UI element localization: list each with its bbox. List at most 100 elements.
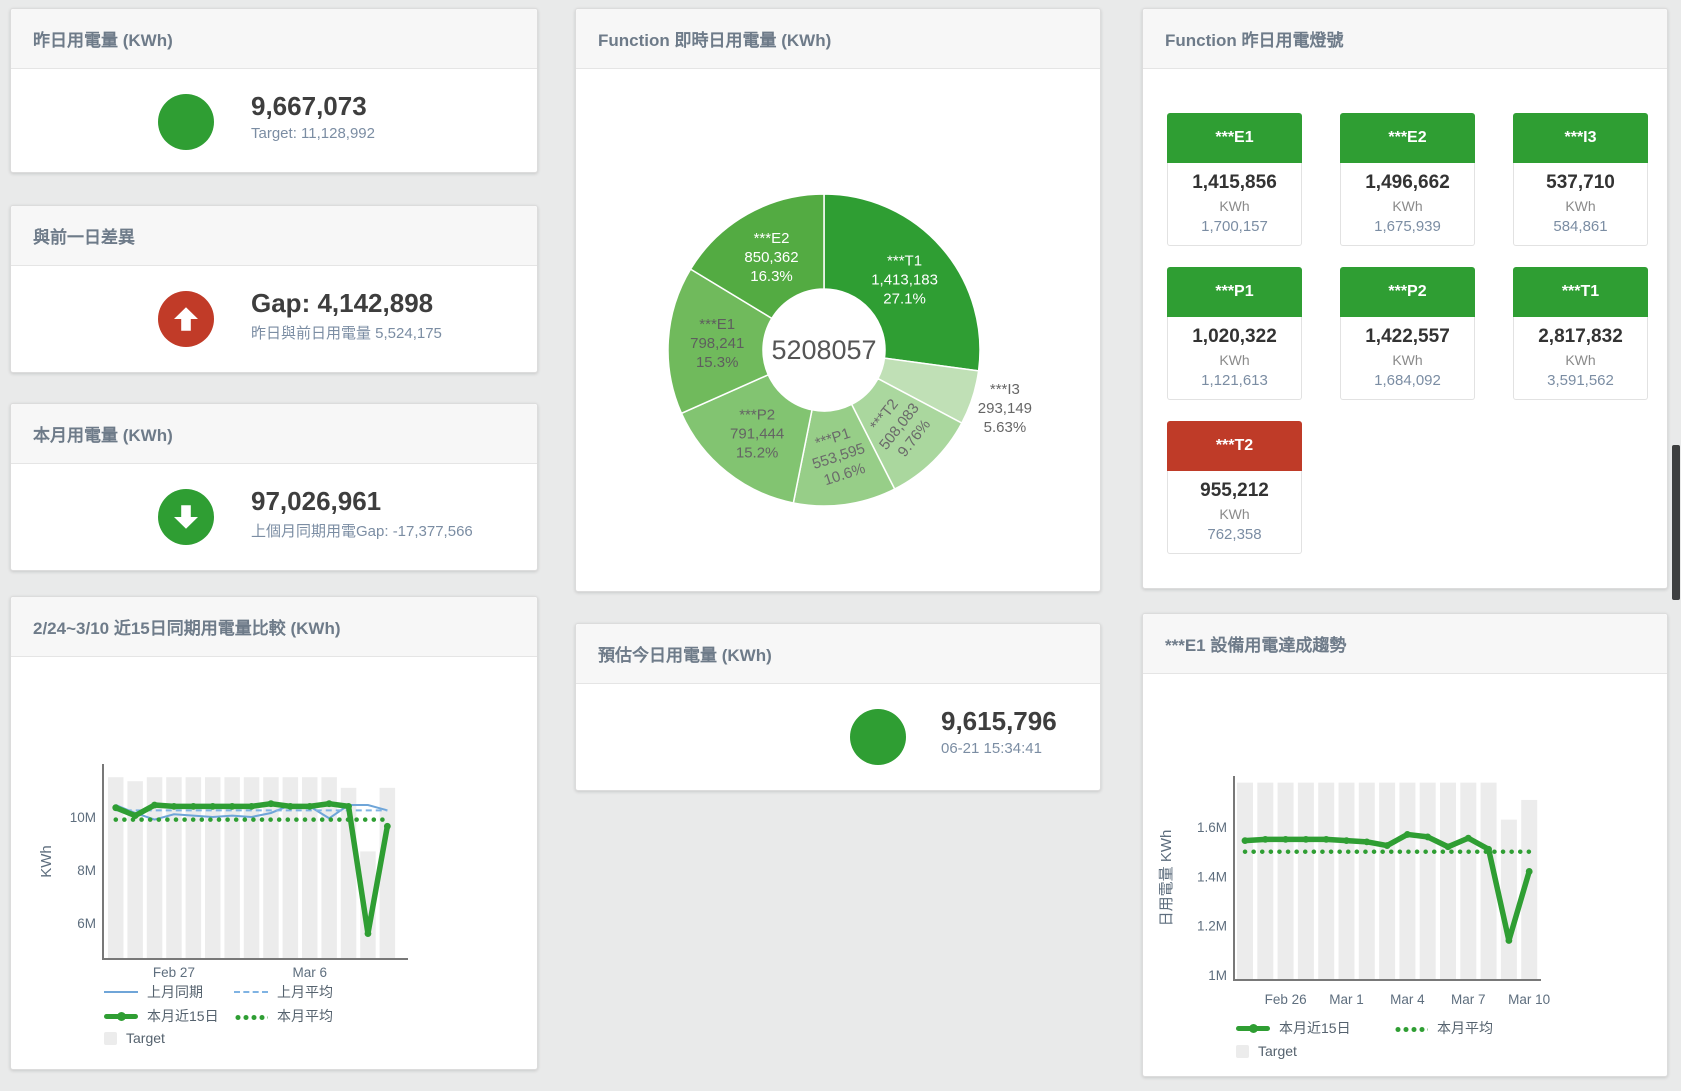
- legend-item-Target[interactable]: Target: [1236, 1043, 1394, 1059]
- target-bar: [282, 777, 299, 959]
- tile-body: 1,422,557 KWh 1,684,092: [1340, 317, 1475, 400]
- tile-value: 1,496,662: [1365, 172, 1450, 193]
- tile-value: 537,710: [1546, 172, 1615, 193]
- realtime-donut-chart[interactable]: ***T1 1,413,183 27.1%***I3 293,149 5.63%***T…: [576, 69, 1102, 593]
- donut-slice-P2[interactable]: [680, 373, 813, 504]
- today-estimate-card: 預估今日用電量 (KWh) 9,615,796 06-21 15:34:41: [575, 623, 1101, 791]
- tile-unit: KWh: [1219, 198, 1250, 214]
- e1-trend-chart[interactable]: 1M 1.2M 1.4M 1.6M Feb 26 Mar 1 Mar 4 Mar 7 Mar 1…: [1143, 674, 1669, 1078]
- x-tick-label: Mar 6: [292, 965, 327, 980]
- card-title: 與前一日差異: [33, 228, 135, 247]
- tile-status-header: ***E2: [1340, 113, 1475, 163]
- card-body: 9,615,796 06-21 15:34:41: [576, 684, 1100, 790]
- light-tile-T2: ***T2 955,212 KWh 762,358: [1167, 421, 1302, 554]
- target-bar: [1419, 782, 1436, 980]
- tile-status-header: ***I3: [1513, 113, 1648, 163]
- tile-unit: KWh: [1219, 506, 1250, 522]
- target-bar: [1237, 782, 1253, 980]
- e1-trend-chart-card: ***E1 設備用電達成趨勢 1M 1.2M 1.4M 1.6M Feb 26 Mar 1…: [1142, 613, 1668, 1077]
- donut-slice-E1[interactable]: [667, 268, 773, 415]
- legend-item-Target[interactable]: Target: [104, 1030, 234, 1046]
- target-bar: [185, 777, 202, 959]
- legend-label: 本月平均: [277, 1008, 333, 1024]
- target-bar: [1257, 782, 1274, 980]
- status-circle-icon: [158, 94, 214, 150]
- tile-body: 1,415,856 KWh 1,700,157: [1167, 163, 1302, 246]
- tile-body: 537,710 KWh 584,861: [1513, 163, 1648, 246]
- tile-status-header: ***E1: [1167, 113, 1302, 163]
- y-axis-label: 日用電量 KWh: [1158, 830, 1175, 927]
- y-tick-label: 10M: [70, 810, 96, 825]
- stat-subtitle: Target: 11,128,992: [251, 125, 375, 142]
- legend-label: 本月平均: [1437, 1020, 1493, 1036]
- month-usage-card: 本月用電量 (KWh) 97,026,961 上個月同期用電Gap: -17,3…: [10, 403, 538, 571]
- yesterday-usage-card: 昨日用電量 (KWh) 9,667,073 Target: 11,128,992: [10, 8, 538, 173]
- card-body: Gap: 4,142,898 昨日與前日用電量 5,524,175: [11, 266, 537, 372]
- legend-thick-icon: [1236, 1023, 1270, 1033]
- target-bar: [1440, 782, 1456, 980]
- donut-slice-label: ***I3 293,149 5.63%: [978, 381, 1032, 436]
- card-title: ***E1 設備用電達成趨勢: [1165, 636, 1347, 655]
- tile-body: 1,020,322 KWh 1,121,613: [1167, 317, 1302, 400]
- tile-body: 955,212 KWh 762,358: [1167, 471, 1302, 554]
- card-title: Function 即時日用電量 (KWh): [598, 31, 832, 50]
- x-tick-label: Mar 4: [1390, 992, 1425, 1007]
- target-bar: [1521, 799, 1538, 980]
- card-header: ***E1 設備用電達成趨勢: [1143, 614, 1667, 674]
- x-tick-label: Feb 26: [1265, 992, 1307, 1007]
- legend-item-本月平均[interactable]: 本月平均: [234, 1006, 364, 1026]
- target-bar: [1297, 782, 1314, 980]
- tile-status-header: ***T1: [1513, 267, 1648, 317]
- donut-slice-T1[interactable]: [823, 193, 981, 372]
- tile-unit: KWh: [1219, 352, 1250, 368]
- card-title: 預估今日用電量 (KWh): [598, 646, 772, 665]
- target-bar: [1379, 782, 1396, 980]
- target-bar: [321, 777, 337, 959]
- card-header: 與前一日差異: [11, 206, 537, 266]
- scrollbar-thumb[interactable]: [1672, 445, 1680, 600]
- donut-slice-E2[interactable]: [689, 193, 825, 320]
- light-tile-T1: ***T1 2,817,832 KWh 3,591,562: [1513, 267, 1648, 400]
- stat-subtitle: 昨日與前日用電量 5,524,175: [251, 325, 442, 342]
- legend-label: 本月近15日: [147, 1008, 219, 1024]
- legend-item-本月近15日[interactable]: 本月近15日: [1236, 1018, 1394, 1038]
- legend-item-本月近15日[interactable]: 本月近15日: [104, 1006, 234, 1026]
- x-tick-label: Mar 7: [1451, 992, 1486, 1007]
- tile-value: 1,422,557: [1365, 326, 1450, 347]
- legend-label: 上月同期: [147, 984, 203, 1000]
- legend-thick-icon: [104, 1011, 138, 1021]
- tile-body: 2,817,832 KWh 3,591,562: [1513, 317, 1648, 400]
- legend-item-上月平均[interactable]: 上月平均: [234, 982, 364, 1002]
- target-bar: [263, 777, 279, 959]
- legend-dotted-icon: [1394, 1024, 1428, 1032]
- tile-target: 1,121,613: [1201, 372, 1268, 389]
- card-header: Function 即時日用電量 (KWh): [576, 9, 1100, 69]
- card-header: 昨日用電量 (KWh): [11, 9, 537, 69]
- stat-subtitle: 上個月同期用電Gap: -17,377,566: [251, 523, 473, 540]
- legend-item-本月平均[interactable]: 本月平均: [1394, 1018, 1552, 1038]
- target-bar: [127, 781, 143, 959]
- x-tick-label: Mar 10: [1508, 992, 1550, 1007]
- compare-15day-chart[interactable]: 6M 8M 10M Feb 27 Mar 6 KWh: [11, 657, 539, 1071]
- target-bar: [108, 777, 124, 959]
- target-bar: [1338, 782, 1355, 980]
- lights-grid: ***E1 1,415,856 KWh 1,700,157 ***E2 1,496,662…: [1143, 69, 1667, 588]
- tile-status-header: ***T2: [1167, 421, 1302, 471]
- target-bar: [1318, 782, 1335, 980]
- x-tick-label: Feb 27: [153, 965, 195, 980]
- legend-label: Target: [126, 1030, 165, 1046]
- target-bar: [1277, 782, 1294, 980]
- tile-value: 2,817,832: [1538, 326, 1623, 347]
- tile-value: 1,020,322: [1192, 326, 1277, 347]
- tile-target: 1,684,092: [1374, 372, 1441, 389]
- y-axis-label: KWh: [38, 845, 55, 878]
- tile-value: 1,415,856: [1192, 172, 1277, 193]
- tile-target: 1,700,157: [1201, 218, 1268, 235]
- card-title: 本月用電量 (KWh): [33, 426, 173, 445]
- card-title: 2/24~3/10 近15日同期用電量比較 (KWh): [33, 619, 341, 638]
- legend-item-上月同期[interactable]: 上月同期: [104, 982, 234, 1002]
- card-header: Function 昨日用電燈號: [1143, 9, 1667, 69]
- donut-slice-label: ***E2 850,362 16.3%: [744, 230, 798, 285]
- donut-slice-label: ***T1 1,413,183 27.1%: [871, 253, 938, 308]
